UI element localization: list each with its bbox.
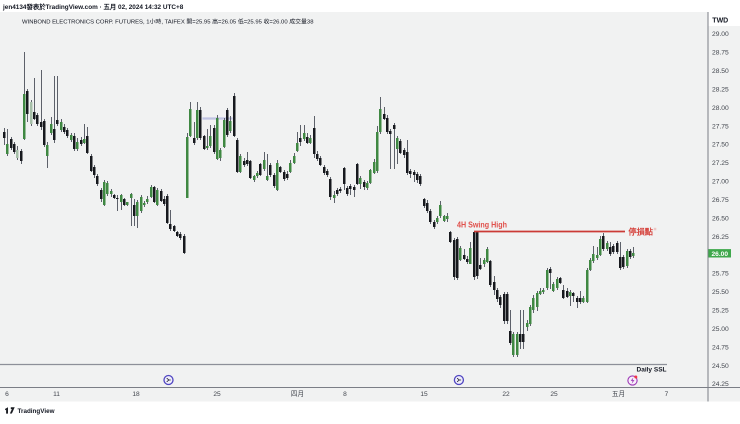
svg-text:25.75: 25.75 <box>712 271 729 278</box>
svg-text:26.50: 26.50 <box>712 215 729 222</box>
svg-text:五月: 五月 <box>612 390 625 398</box>
svg-text:6: 6 <box>5 391 9 398</box>
svg-text:28.50: 28.50 <box>712 68 729 75</box>
svg-text:25: 25 <box>550 391 558 398</box>
svg-text:27.00: 27.00 <box>712 179 729 186</box>
svg-text:28.75: 28.75 <box>712 50 729 57</box>
svg-text:27.75: 27.75 <box>712 123 729 130</box>
svg-text:停損點: 停損點 <box>628 226 653 236</box>
svg-text:25.00: 25.00 <box>712 326 729 333</box>
svg-text:8: 8 <box>343 391 347 398</box>
svg-text:7: 7 <box>665 391 669 398</box>
svg-text:24.75: 24.75 <box>712 344 729 351</box>
svg-text:26.25: 26.25 <box>712 234 729 241</box>
svg-text:四月: 四月 <box>291 390 304 398</box>
svg-text:WINBOND ELECTRONICS CORP. FUTU: WINBOND ELECTRONICS CORP. FUTURES, 1小時, … <box>22 18 314 26</box>
svg-text:27.50: 27.50 <box>712 142 729 149</box>
svg-text:29.00: 29.00 <box>712 31 729 38</box>
svg-text:TWD: TWD <box>712 18 728 25</box>
svg-text:26.00: 26.00 <box>712 251 729 258</box>
svg-text:28.25: 28.25 <box>712 87 729 94</box>
svg-text:27.25: 27.25 <box>712 160 729 167</box>
svg-text:25.25: 25.25 <box>712 308 729 315</box>
svg-text:25: 25 <box>213 391 221 398</box>
svg-text:22: 22 <box>502 391 510 398</box>
svg-text:Daily SSL: Daily SSL <box>637 366 667 373</box>
svg-text:26.75: 26.75 <box>712 197 729 204</box>
svg-text:jen4134發表於TradingView.com · 五月: jen4134發表於TradingView.com · 五月 02, 2024 … <box>2 2 184 11</box>
svg-text:4H Swing High: 4H Swing High <box>457 220 507 229</box>
svg-text:15: 15 <box>420 391 428 398</box>
svg-text:24.50: 24.50 <box>712 363 729 370</box>
svg-text:TradingView: TradingView <box>18 408 55 415</box>
svg-text:18: 18 <box>132 391 140 398</box>
svg-text:11: 11 <box>53 391 60 398</box>
svg-text:28.00: 28.00 <box>712 105 729 112</box>
svg-text:25.50: 25.50 <box>712 289 729 296</box>
